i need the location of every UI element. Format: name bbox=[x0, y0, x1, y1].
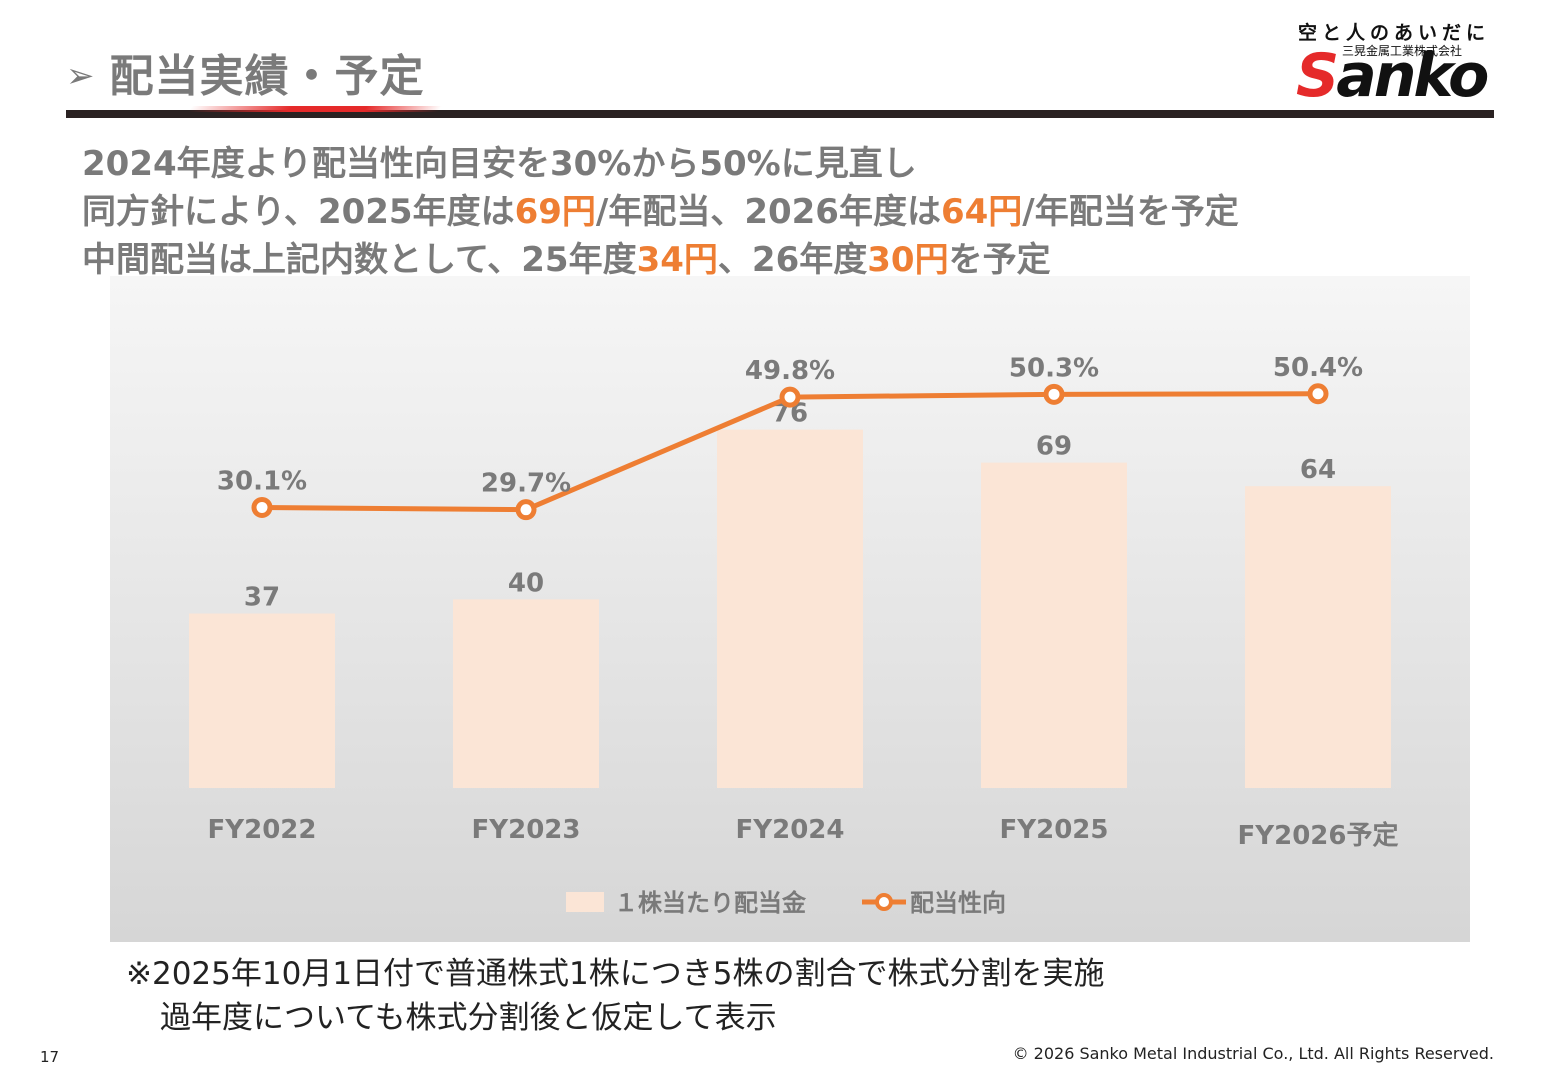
page-number: 17 bbox=[40, 1048, 60, 1066]
payout-point-FY2023 bbox=[515, 499, 537, 521]
logo-company-name: 三晃金属工業株式会社 bbox=[1342, 44, 1463, 58]
x-tick-label-FY2022: FY2022 bbox=[208, 815, 317, 845]
logo-brand: Sanko bbox=[1296, 41, 1489, 111]
bar-FY2022 bbox=[189, 613, 335, 788]
legend-label-dividend: １株当たり配当金 bbox=[614, 889, 807, 917]
bar-FY2024 bbox=[717, 429, 863, 788]
title-rule bbox=[66, 110, 1494, 118]
bar-FY2026予定 bbox=[1245, 486, 1391, 788]
legend-label-payout: 配当性向 bbox=[910, 889, 1006, 917]
bar-label-FY2025: 69 bbox=[1036, 432, 1072, 462]
copyright: © 2026 Sanko Metal Industrial Co., Ltd. … bbox=[1012, 1044, 1494, 1063]
bar-FY2025 bbox=[981, 462, 1127, 788]
highlight-dividend-2026: 64円 bbox=[940, 192, 1023, 232]
payout-point-FY2025 bbox=[1043, 383, 1065, 405]
bar-label-FY2022: 37 bbox=[244, 583, 280, 613]
payout-point-FY2022 bbox=[251, 496, 273, 518]
highlight-interim-2025: 34円 bbox=[636, 240, 718, 280]
legend-swatch-payout-marker bbox=[875, 893, 893, 911]
payout-label-FY2024: 49.8% bbox=[745, 356, 835, 386]
legend-swatch-dividend bbox=[566, 892, 604, 912]
headline-line-2: 同方針により、2025年度は69円/年配当、2026年度は64円/年配当を予定 bbox=[82, 192, 1239, 232]
x-tick-label-FY2023: FY2023 bbox=[472, 815, 581, 845]
x-tick-label-FY2026予定: FY2026予定 bbox=[1238, 820, 1399, 851]
headline-line-1: 2024年度より配当性向目安を30%から50%に見直し bbox=[82, 144, 917, 184]
page-title: ➢ 配当実績・予定 bbox=[66, 40, 425, 104]
bar-FY2023 bbox=[453, 599, 599, 788]
highlight-interim-2026: 30円 bbox=[867, 240, 949, 280]
page-title-text: 配当実績・予定 bbox=[109, 51, 425, 102]
payout-label-FY2023: 29.7% bbox=[481, 469, 571, 499]
headline-line-3: 中間配当は上記内数として、25年度34円、26年度30円を予定 bbox=[82, 240, 1051, 280]
footnote-line-1: ※2025年10月1日付で普通株式1株につき5株の割合で株式分割を実施 bbox=[126, 956, 1105, 992]
payout-label-FY2025: 50.3% bbox=[1009, 353, 1099, 383]
footnote-line-2: 過年度についても株式分割後と仮定して表示 bbox=[160, 1000, 777, 1036]
title-arrow-icon: ➢ bbox=[66, 56, 96, 96]
bar-label-FY2026予定: 64 bbox=[1300, 455, 1336, 485]
payout-label-FY2026予定: 50.4% bbox=[1273, 353, 1363, 383]
sanko-logo: 空と人のあいだに 三晃金属工業株式会社 Sanko bbox=[1290, 18, 1496, 110]
x-tick-label-FY2025: FY2025 bbox=[1000, 815, 1109, 845]
x-tick-label-FY2024: FY2024 bbox=[736, 815, 845, 845]
payout-point-FY2024 bbox=[779, 386, 801, 408]
payout-point-FY2026予定 bbox=[1307, 383, 1329, 405]
payout-label-FY2022: 30.1% bbox=[217, 466, 307, 496]
highlight-dividend-2025: 69円 bbox=[514, 192, 596, 232]
bar-label-FY2023: 40 bbox=[508, 568, 544, 598]
logo-tagline: 空と人のあいだに bbox=[1297, 22, 1490, 44]
